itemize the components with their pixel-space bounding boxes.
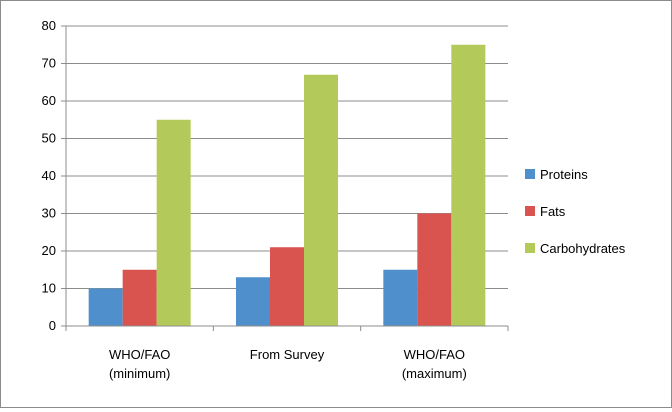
y-tick-label: 70 <box>42 56 56 71</box>
bar-carbohydrates <box>156 119 191 326</box>
y-tick-label: 40 <box>42 168 56 183</box>
x-tick-labels: WHO/FAO (minimum) From Survey WHO/FAO (maxim… <box>109 347 467 381</box>
gridlines <box>66 25 508 289</box>
y-tick-label: 60 <box>42 93 56 108</box>
bar-fats <box>122 269 157 326</box>
bar-fats <box>417 213 452 326</box>
bars <box>88 44 486 326</box>
legend-label-fats: Fats <box>540 204 566 219</box>
y-tick-label: 80 <box>42 18 56 33</box>
bar-proteins <box>88 288 123 326</box>
y-tick-labels: 0 10 20 30 40 50 60 70 80 <box>42 18 56 333</box>
bar-fats <box>270 247 304 326</box>
bar-carbohydrates <box>304 74 338 326</box>
y-tick-label: 30 <box>42 206 56 221</box>
x-tick-label: From Survey <box>250 347 325 362</box>
y-tick-label: 0 <box>49 318 56 333</box>
bar-carbohydrates <box>451 44 486 326</box>
bar-proteins <box>236 277 270 326</box>
y-tick-label: 20 <box>42 243 56 258</box>
bar-proteins <box>383 269 418 326</box>
legend-label-proteins: Proteins <box>540 167 588 182</box>
legend-swatch-fats <box>525 206 535 216</box>
legend: Proteins Fats Carbohydrates <box>525 167 626 256</box>
legend-swatch-carbohydrates <box>525 243 535 253</box>
legend-swatch-proteins <box>525 169 535 179</box>
x-tick-label: WHO/FAO (minimum) <box>109 347 170 381</box>
axes <box>61 25 509 331</box>
y-tick-label: 50 <box>42 131 56 146</box>
legend-label-carbohydrates: Carbohydrates <box>540 241 626 256</box>
x-tick-label: WHO/FAO (maximum) <box>402 347 467 381</box>
y-tick-label: 10 <box>42 281 56 296</box>
